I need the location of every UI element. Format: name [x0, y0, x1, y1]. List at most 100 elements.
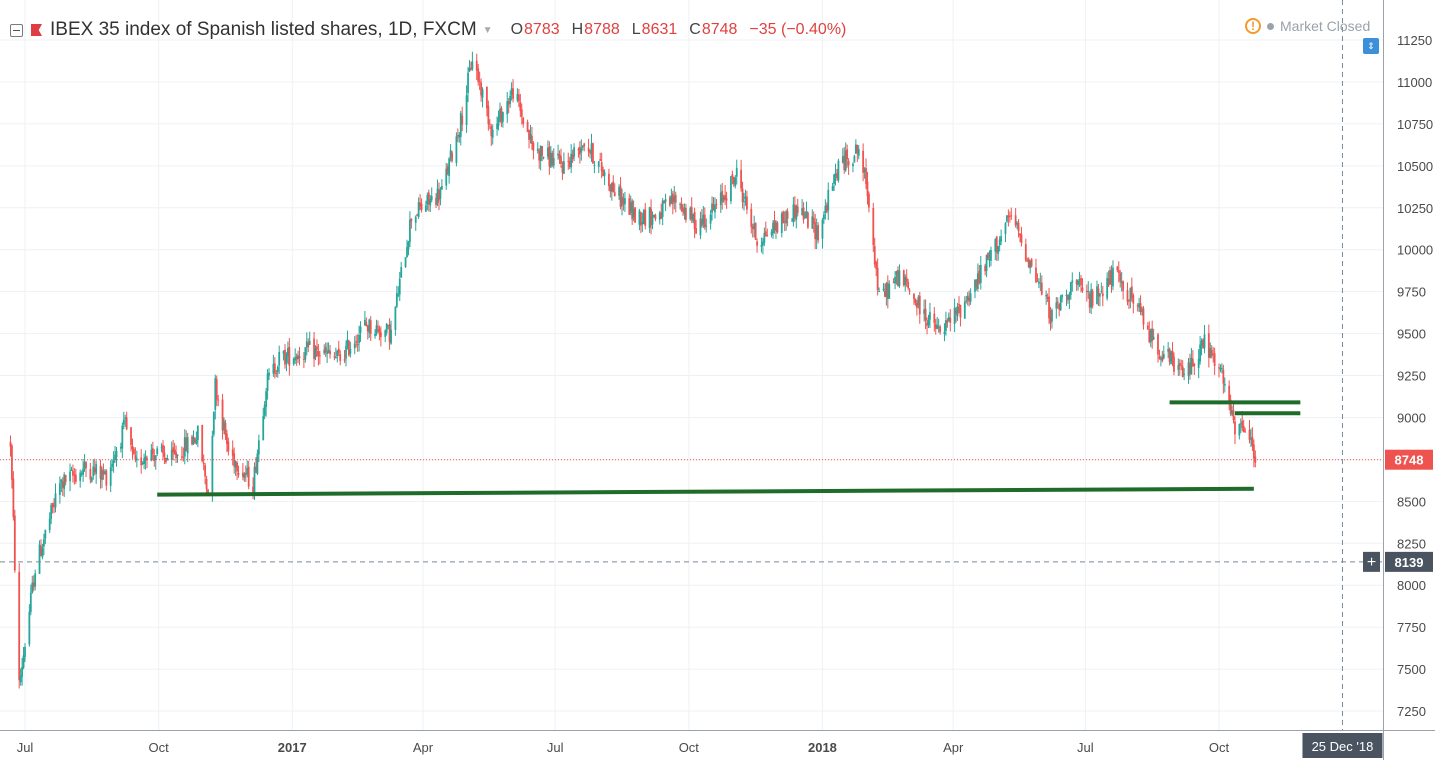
candle-body — [679, 203, 682, 205]
candle-body — [519, 102, 522, 111]
candle-body — [531, 136, 533, 144]
x-tick-label: Oct — [1209, 740, 1230, 755]
candle-body — [661, 200, 664, 217]
candle-body — [872, 207, 875, 245]
candle-body — [1167, 348, 1170, 352]
candle-body — [589, 149, 591, 154]
candle-body — [955, 310, 957, 314]
collapse-legend-button[interactable] — [10, 23, 23, 37]
symbol-title[interactable]: IBEX 35 index of Spanish listed shares, … — [50, 19, 477, 40]
candle-body — [1101, 293, 1104, 297]
candle-body — [337, 348, 340, 353]
candle-body — [683, 207, 686, 214]
candle-body — [1010, 215, 1013, 217]
candle-body — [80, 473, 83, 475]
candle-body — [780, 213, 783, 233]
candle-body — [398, 278, 401, 295]
candle-body — [224, 422, 227, 436]
candle-body — [1138, 303, 1141, 308]
market-status[interactable]: ! Market Closed — [1245, 18, 1370, 34]
candle-body — [1241, 420, 1244, 429]
candle-body — [54, 493, 57, 508]
candle-body — [581, 145, 584, 148]
candle-body — [40, 545, 42, 557]
candle-body — [1183, 373, 1186, 375]
candle-body — [1091, 290, 1094, 306]
candle-body — [902, 270, 905, 286]
candle-body — [445, 168, 448, 186]
candle-body — [313, 338, 315, 360]
candle-body — [740, 169, 743, 189]
candle-body — [917, 297, 920, 306]
candle-body — [1067, 294, 1069, 301]
candle-body — [1058, 304, 1061, 310]
flag-icon[interactable] — [31, 24, 42, 36]
candle-body — [804, 217, 806, 219]
candle-body — [744, 196, 747, 199]
candle-body — [302, 358, 305, 360]
candle-body — [844, 150, 847, 171]
candle-body — [231, 449, 234, 456]
candle-body — [1046, 297, 1049, 299]
candle-body — [471, 61, 474, 70]
candle-body — [458, 134, 461, 138]
candle-body — [115, 450, 118, 458]
candle-body — [750, 208, 753, 227]
candle-body — [692, 214, 695, 222]
y-tick-label: 8500 — [1397, 494, 1426, 509]
candle-body — [1190, 357, 1193, 375]
candle-body — [275, 373, 278, 375]
candle-body — [995, 236, 998, 253]
candle-body — [263, 404, 266, 416]
candle-body — [1119, 272, 1122, 282]
candle-body — [175, 452, 177, 459]
y-tick-label: 9000 — [1397, 410, 1426, 425]
candle-body — [256, 453, 259, 474]
candle-body — [1158, 356, 1161, 359]
candle-body — [975, 280, 978, 288]
candle-body — [974, 279, 976, 292]
candle-body — [823, 214, 825, 220]
candle-body — [89, 468, 92, 480]
candle-body — [801, 208, 804, 216]
scale-toggle-icon[interactable]: ⇕ — [1363, 38, 1379, 54]
candle-body — [756, 241, 758, 246]
candle-body — [834, 173, 837, 177]
candle-body — [69, 471, 71, 482]
candle-body — [109, 467, 112, 486]
candle-body — [782, 211, 785, 224]
candle-body — [339, 353, 342, 361]
candle-body — [53, 506, 55, 508]
y-tick-label: 8250 — [1397, 536, 1426, 551]
candle-body — [868, 193, 870, 208]
candle-body — [44, 529, 47, 539]
candle-body — [1081, 287, 1084, 291]
candle-body — [1173, 356, 1175, 372]
candle-body — [551, 152, 554, 165]
candle-body — [304, 347, 307, 360]
candle-body — [1059, 296, 1062, 311]
candle-body — [491, 129, 494, 138]
candle-body — [162, 444, 164, 453]
y-tick-label: 11000 — [1397, 75, 1432, 90]
chevron-down-icon[interactable]: ▼ — [482, 24, 493, 36]
candle-body — [1071, 280, 1074, 283]
candle-body — [1218, 367, 1220, 369]
candle-body — [153, 455, 156, 462]
candle-body — [51, 502, 54, 508]
candle-body — [419, 202, 421, 207]
candle-body — [715, 204, 718, 206]
candle-body — [965, 300, 968, 302]
candle-body — [827, 189, 830, 211]
low-value: 8631 — [641, 21, 678, 38]
candle-body — [266, 373, 269, 391]
candle-body — [638, 210, 641, 225]
candle-body — [1014, 215, 1017, 226]
candle-body — [346, 339, 349, 346]
candle-body — [1189, 363, 1191, 374]
candle-body — [1228, 385, 1231, 402]
candle-body — [837, 160, 840, 181]
high-value: 8788 — [584, 21, 620, 38]
candle-body — [451, 152, 453, 161]
